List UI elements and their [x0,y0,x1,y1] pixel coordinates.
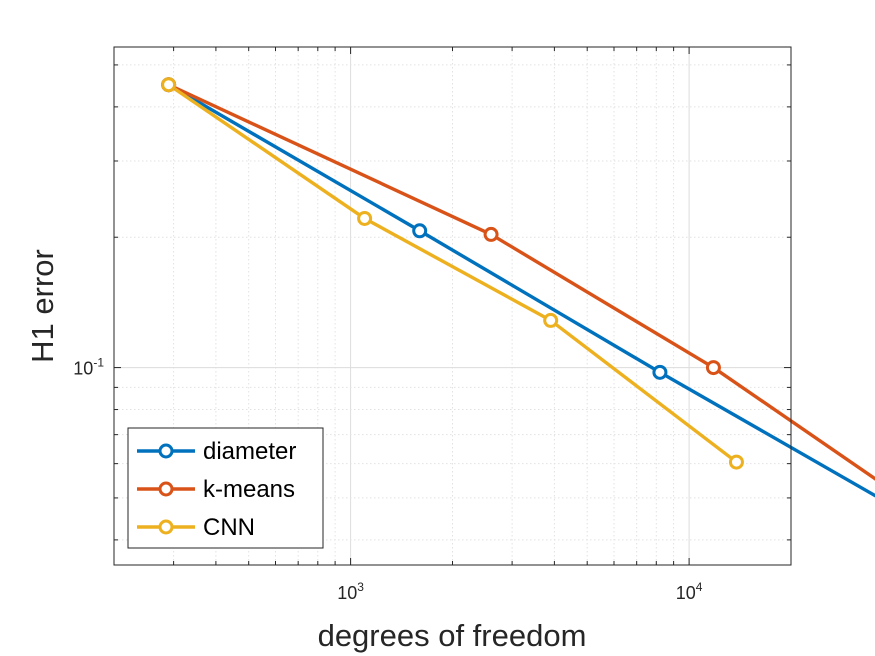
x-tick-labels: 103104105 [337,580,703,603]
series-group [161,77,875,498]
y-tick-label: 10-1 [73,356,104,379]
data-point-CNN [543,312,559,328]
data-point-CNN [357,210,373,226]
data-point-diameter [412,223,428,239]
data-point-CNN [161,77,177,93]
legend-label-CNN: CNN [203,514,255,541]
tick-marks [113,47,792,565]
data-point-CNN [728,454,744,470]
legend-label-k-means: k-means [203,476,295,503]
x-tick-label: 104 [676,580,703,603]
legend-marker-k-means [158,481,174,497]
slope-triangle: -2/3 [791,0,875,72]
x-axis-label: degrees of freedom [318,618,587,653]
legend-label-diameter: diameter [203,438,296,465]
series-line-diameter [166,83,875,498]
y-axis-label: H1 error [25,249,60,363]
series-line-k-means [166,83,875,481]
series-line-CNN [166,83,739,464]
x-tick-label: 103 [337,580,364,603]
legend: diameter k-means CNN [127,427,324,549]
legend-marker-CNN [158,519,174,535]
y-tick-labels: 10-1 [73,356,104,379]
data-point-k-means [483,226,499,242]
legend-marker-diameter [158,443,174,459]
data-point-k-means [705,360,721,376]
data-point-diameter [652,364,668,380]
slope-reference-line [791,0,875,47]
